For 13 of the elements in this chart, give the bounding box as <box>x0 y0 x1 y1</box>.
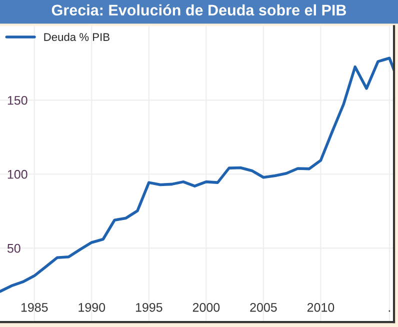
x-tick-label: 2000 <box>192 302 220 312</box>
line-series <box>0 56 394 293</box>
legend-label: Deuda % PIB <box>44 32 110 41</box>
y-tick-label: 50 <box>7 244 20 253</box>
y-tick-label: 100 <box>8 170 28 179</box>
x-tick-label: 2010 <box>307 302 334 312</box>
x-tick-label: 1995 <box>136 302 162 312</box>
x-tick-label: . <box>388 310 390 312</box>
x-tick-label: 2005 <box>250 302 277 312</box>
x-tick-label: 1985 <box>21 302 48 312</box>
y-tick-label: 150 <box>8 96 28 105</box>
chart-title: Grecia: Evolución de Deuda sobre el PIB <box>52 4 346 16</box>
x-tick-label: 1990 <box>78 302 106 312</box>
